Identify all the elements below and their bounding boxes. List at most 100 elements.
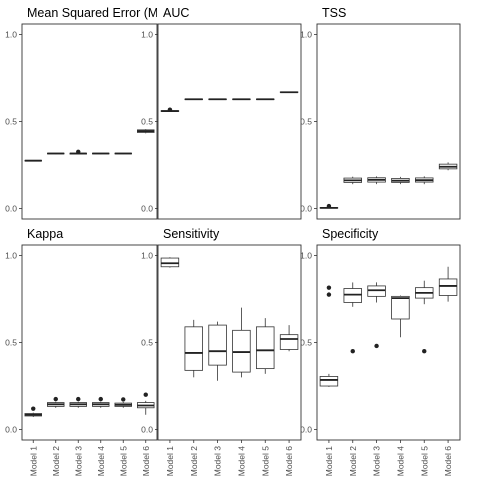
- x-tick-label: Model 6: [443, 446, 453, 477]
- plot-area: [24, 129, 155, 162]
- panel-title: AUC: [163, 6, 189, 20]
- boxplot-5: [256, 98, 275, 101]
- y-tick-label: 0.5: [5, 338, 17, 348]
- panel: TSS 0.0 0.5 1.0: [300, 6, 461, 220]
- boxplot-4: [232, 307, 251, 378]
- boxplot-6: [279, 91, 299, 94]
- boxplot-1: [160, 257, 180, 268]
- boxplot-6: [137, 129, 155, 134]
- boxplot-2: [184, 319, 203, 378]
- y-tick-label: 1.0: [141, 29, 153, 39]
- boxplot-6: [438, 162, 458, 171]
- y-tick-label: 1.0: [300, 250, 312, 260]
- boxplot-3: [208, 98, 227, 101]
- outlier-point: [53, 396, 58, 402]
- boxplot-3: [69, 396, 87, 408]
- x-tick-label: Model 5: [118, 446, 128, 477]
- outlier-point: [98, 396, 103, 402]
- x-tick-label: Model 2: [348, 446, 358, 477]
- panel-title: TSS: [322, 6, 346, 20]
- x-tick-label: Model 3: [73, 446, 83, 477]
- panel-frame: [21, 244, 158, 441]
- y-tick-label: 1.0: [141, 250, 153, 260]
- boxplot-6: [438, 266, 458, 302]
- boxplot-6: [137, 392, 155, 415]
- boxplot-4: [391, 176, 410, 185]
- boxplot-2: [343, 282, 362, 354]
- x-tick-label: Model 2: [51, 446, 61, 477]
- y-tick-label: 0.5: [141, 338, 153, 348]
- panel-frame: [157, 244, 302, 441]
- boxplot-1: [24, 159, 42, 162]
- outlier-point: [326, 203, 332, 209]
- y-tick-label: 1.0: [5, 29, 17, 39]
- boxplot-6: [279, 325, 299, 352]
- y-tick-label: 0.0: [300, 425, 312, 435]
- boxplot-1: [160, 107, 180, 112]
- boxplot-5: [415, 280, 434, 354]
- boxplot-4: [232, 98, 251, 101]
- boxplot-2: [47, 396, 65, 408]
- panel-frame: [21, 23, 158, 220]
- panel: Mean Squared Error (MS 0.0 0.5 1.0: [5, 6, 158, 220]
- x-tick-label: Model 2: [189, 446, 199, 477]
- panel-title: Specificity: [322, 227, 379, 241]
- boxplot-2: [343, 176, 362, 185]
- boxplot-4: [92, 152, 110, 155]
- boxplot-3: [69, 149, 87, 155]
- panel-frame: [157, 23, 302, 220]
- outlier-point: [167, 107, 173, 112]
- box-iqr: [184, 326, 203, 371]
- y-tick-label: 0.0: [300, 204, 312, 214]
- x-tick-label: Model 4: [236, 446, 246, 477]
- x-tick-label: Model 6: [284, 446, 294, 477]
- x-tick-label: Model 1: [324, 446, 334, 477]
- y-tick-label: 0.0: [5, 204, 17, 214]
- box-iqr: [391, 295, 410, 320]
- panel: AUC 0.0 0.5 1.0: [141, 6, 302, 220]
- x-tick-label: Model 1: [28, 446, 38, 477]
- plot-area: [319, 266, 458, 387]
- y-tick-label: 1.0: [5, 250, 17, 260]
- y-tick-label: 0.5: [5, 117, 17, 127]
- y-tick-label: 1.0: [300, 29, 312, 39]
- boxplot-3: [367, 176, 386, 185]
- boxplot-1: [24, 406, 42, 418]
- panel-title: Kappa: [27, 227, 63, 241]
- boxplot-1: [319, 203, 339, 209]
- boxplot-5: [256, 318, 275, 374]
- x-tick-label: Model 3: [213, 446, 223, 477]
- y-tick-label: 0.5: [141, 117, 153, 127]
- y-tick-label: 0.0: [5, 425, 17, 435]
- outlier-point: [76, 396, 81, 402]
- plot-area: [160, 257, 299, 381]
- box-iqr: [256, 326, 275, 370]
- box-iqr: [438, 278, 458, 296]
- boxplot-2: [47, 152, 65, 155]
- x-tick-label: Model 6: [141, 446, 151, 477]
- plot-area: [160, 91, 299, 112]
- panel: Kappa 0.0 0.5 1.0 Model 1 Model 2 Model 3 Model…: [5, 227, 158, 477]
- panel: Specificity 0.0 0.5 1.0 Model 1 Model 2 Model …: [300, 227, 461, 477]
- x-tick-label: Model 5: [419, 446, 429, 477]
- x-tick-label: Model 1: [165, 446, 175, 477]
- boxplot-3: [208, 321, 227, 381]
- boxplot-5: [114, 152, 132, 155]
- outlier-point: [326, 292, 332, 297]
- outlier-point: [76, 149, 81, 154]
- box-iqr: [279, 334, 299, 350]
- panel: Sensitivity 0.0 0.5 1.0 Model 1 Model 2 Model …: [141, 227, 302, 477]
- box-iqr: [319, 376, 339, 387]
- x-tick-label: Model 4: [395, 446, 405, 477]
- boxplot-2: [184, 98, 203, 101]
- x-tick-label: Model 4: [96, 446, 106, 477]
- boxplot-1: [319, 285, 339, 387]
- y-tick-label: 0.0: [141, 425, 153, 435]
- outlier-point: [143, 392, 148, 397]
- boxplot-4: [92, 396, 110, 408]
- boxplot-3: [367, 282, 386, 349]
- panel-title: Sensitivity: [163, 227, 220, 241]
- outlier-point: [350, 349, 355, 354]
- boxplot-5: [415, 176, 434, 185]
- box-iqr: [208, 324, 227, 366]
